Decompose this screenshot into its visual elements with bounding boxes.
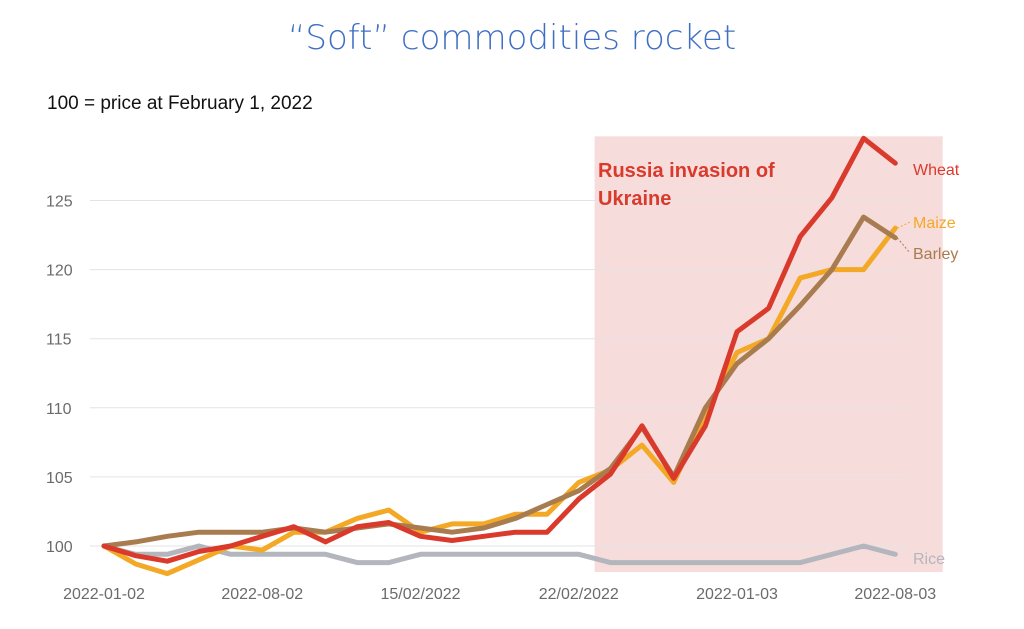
chart-subtitle: 100 = price at February 1, 2022 bbox=[47, 93, 313, 114]
x-tick-label-6: 2022-08-03 bbox=[854, 586, 936, 603]
y-tick-label-110: 110 bbox=[46, 401, 72, 418]
y-tick-label-120: 120 bbox=[46, 263, 73, 280]
y-tick-label-115: 115 bbox=[46, 332, 72, 349]
x-tick-label-1: 2022-01-02 bbox=[63, 586, 145, 603]
x-tick-label-4: 22/02/2022 bbox=[539, 586, 619, 603]
invasion-shaded-region bbox=[594, 136, 943, 572]
x-tick-label-5: 2022-01-03 bbox=[696, 586, 778, 603]
y-tick-label-100: 100 bbox=[46, 539, 73, 556]
series-line-rice bbox=[101, 543, 898, 566]
series-line-wheat bbox=[101, 135, 898, 564]
annotation-line-2: Ukraine bbox=[598, 188, 671, 210]
series-label-barley: Barley bbox=[913, 246, 958, 263]
y-tick-label-125: 125 bbox=[46, 194, 73, 211]
chart-title: “Soft” commodities rocket bbox=[287, 18, 737, 58]
series-label-rice: Rice bbox=[913, 551, 945, 568]
series-label-maize: Maize bbox=[913, 215, 956, 232]
x-tick-label-2: 2022-08-02 bbox=[221, 586, 303, 603]
series-label-wheat: Wheat bbox=[913, 162, 960, 179]
leader-line-barley bbox=[896, 237, 911, 254]
annotation-line-1: Russia invasion of bbox=[598, 160, 775, 182]
x-tick-label-3: 15/02/2022 bbox=[380, 586, 460, 603]
series-line-barley bbox=[101, 214, 898, 549]
y-tick-label-105: 105 bbox=[46, 470, 73, 487]
